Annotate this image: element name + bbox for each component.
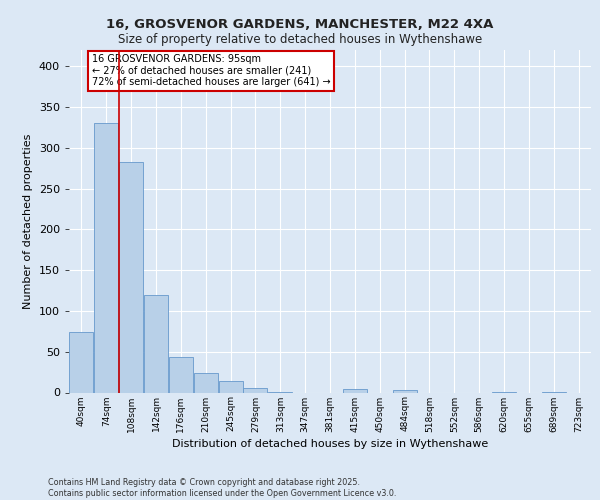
Text: Contains HM Land Registry data © Crown copyright and database right 2025.
Contai: Contains HM Land Registry data © Crown c… [48, 478, 397, 498]
X-axis label: Distribution of detached houses by size in Wythenshawe: Distribution of detached houses by size … [172, 438, 488, 448]
Bar [94, 124, 118, 392]
Bar [169, 358, 193, 392]
Bar [70, 332, 94, 392]
Bar [218, 381, 242, 392]
Text: 16 GROSVENOR GARDENS: 95sqm
← 27% of detached houses are smaller (241)
72% of se: 16 GROSVENOR GARDENS: 95sqm ← 27% of det… [92, 54, 331, 88]
Bar [392, 390, 416, 392]
Text: Size of property relative to detached houses in Wythenshawe: Size of property relative to detached ho… [118, 32, 482, 46]
Bar [119, 162, 143, 392]
Bar [343, 389, 367, 392]
Bar [244, 388, 268, 392]
Text: 16, GROSVENOR GARDENS, MANCHESTER, M22 4XA: 16, GROSVENOR GARDENS, MANCHESTER, M22 4… [106, 18, 494, 30]
Bar [194, 373, 218, 392]
Y-axis label: Number of detached properties: Number of detached properties [23, 134, 33, 309]
Bar [144, 294, 168, 392]
